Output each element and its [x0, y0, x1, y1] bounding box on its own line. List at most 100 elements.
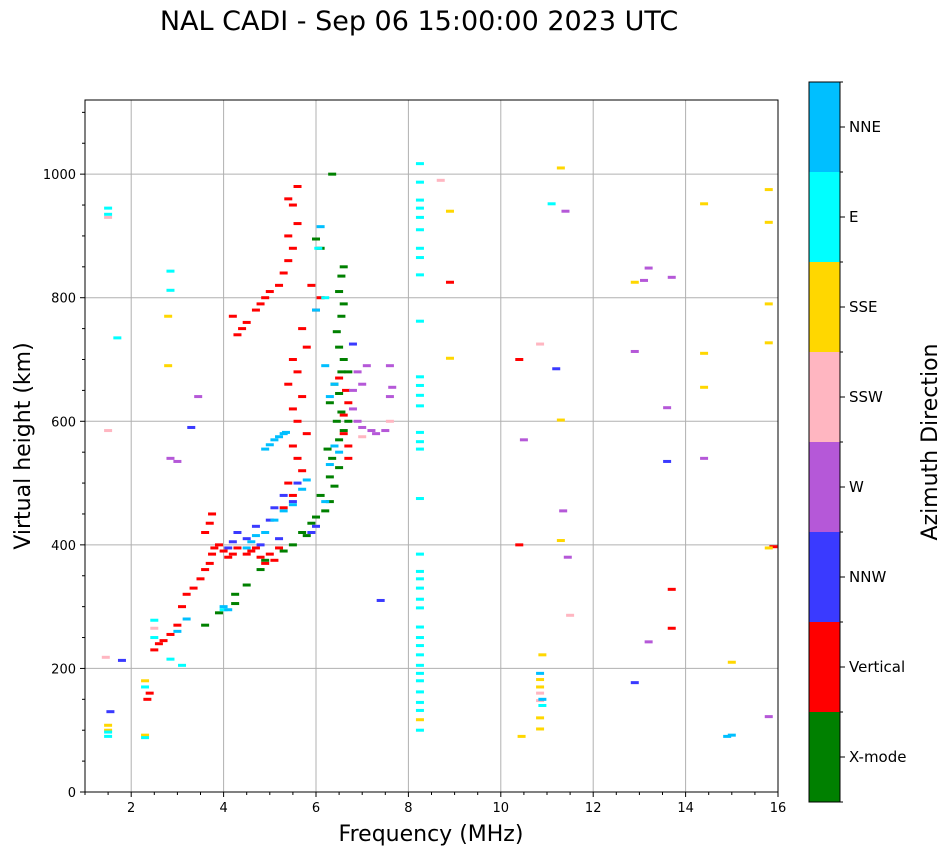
- data-point: [279, 549, 288, 553]
- data-point: [519, 438, 528, 442]
- data-point: [173, 623, 182, 627]
- data-point: [196, 577, 205, 581]
- data-point: [335, 376, 344, 380]
- y-tick-label: 800: [51, 292, 76, 307]
- data-point: [307, 531, 316, 534]
- data-point: [769, 545, 778, 549]
- data-point: [166, 288, 175, 292]
- data-point: [228, 314, 237, 318]
- data-point: [385, 364, 394, 368]
- data-point: [630, 280, 639, 284]
- data-point: [256, 543, 265, 547]
- data-point: [328, 172, 337, 176]
- data-point: [279, 271, 288, 275]
- data-point: [353, 370, 362, 374]
- data-point: [344, 444, 353, 448]
- data-point: [330, 444, 339, 448]
- data-point: [723, 734, 732, 738]
- data-point: [228, 540, 237, 544]
- data-point: [224, 546, 233, 550]
- data-point: [104, 734, 113, 738]
- data-point: [358, 425, 367, 429]
- colorbar-tick-label: W: [849, 478, 864, 496]
- data-point: [288, 358, 297, 361]
- data-point: [415, 383, 424, 387]
- data-point: [667, 587, 676, 591]
- data-point: [251, 524, 260, 528]
- data-point: [312, 515, 320, 519]
- data-point: [388, 385, 397, 389]
- data-point: [173, 459, 182, 463]
- colorbar-segment: [809, 82, 840, 172]
- data-point: [415, 246, 424, 250]
- y-tick-label: 1000: [43, 168, 76, 183]
- data-point: [261, 447, 270, 451]
- data-point: [201, 623, 210, 627]
- data-point: [328, 456, 337, 460]
- data-point: [415, 728, 424, 732]
- data-point: [339, 432, 348, 436]
- data-point: [182, 592, 191, 596]
- data-point: [228, 552, 237, 556]
- data-point: [644, 266, 653, 270]
- colorbar: X-mode Vertical NNW W SSW SSE E NNE: [808, 81, 906, 803]
- data-point: [536, 716, 545, 720]
- data-point: [325, 463, 334, 467]
- data-point: [415, 206, 424, 210]
- data-point: [293, 222, 302, 226]
- data-point: [344, 370, 353, 374]
- data-point: [339, 413, 348, 417]
- data-point: [208, 512, 217, 516]
- data-point: [335, 466, 344, 470]
- data-point: [113, 336, 122, 340]
- data-point: [325, 395, 334, 399]
- data-point: [242, 546, 251, 550]
- data-point: [293, 185, 302, 188]
- data-point: [547, 202, 556, 206]
- data-point: [415, 663, 424, 667]
- data-point: [205, 521, 214, 525]
- data-point: [231, 592, 240, 596]
- colorbar-tick-label: SSW: [849, 388, 883, 406]
- data-point: [312, 308, 320, 312]
- data-point: [242, 320, 251, 324]
- data-point: [104, 215, 113, 219]
- colorbar-segment: [809, 352, 840, 442]
- data-point: [436, 178, 445, 182]
- colorbar-tick-label: NNW: [849, 568, 886, 586]
- data-point: [231, 602, 240, 606]
- data-point: [173, 629, 182, 633]
- data-point: [256, 302, 265, 306]
- data-point: [630, 349, 639, 353]
- data-point: [275, 546, 284, 550]
- data-point: [727, 660, 736, 664]
- data-point: [214, 611, 223, 615]
- data-point: [700, 202, 709, 206]
- data-point: [538, 653, 547, 657]
- data-point: [141, 736, 150, 740]
- data-point: [302, 345, 311, 349]
- data-point: [104, 429, 113, 433]
- data-point: [182, 617, 191, 621]
- data-point: [224, 555, 233, 559]
- data-point: [339, 358, 348, 361]
- data-point: [312, 237, 320, 241]
- data-point: [335, 450, 344, 454]
- data-point: [556, 539, 565, 543]
- data-point: [353, 419, 362, 423]
- data-point: [385, 419, 394, 423]
- data-point: [279, 509, 288, 513]
- data-point: [325, 401, 334, 405]
- data-point: [270, 558, 279, 562]
- data-point: [335, 290, 344, 294]
- data-point: [279, 506, 288, 510]
- data-point: [265, 290, 274, 294]
- data-point: [335, 438, 344, 442]
- colorbar-tick-label: X-mode: [849, 748, 906, 766]
- plot-frame: [84, 99, 779, 793]
- data-point: [321, 296, 330, 300]
- data-point: [764, 715, 773, 719]
- data-point: [143, 697, 152, 701]
- data-point: [256, 568, 265, 572]
- data-point: [640, 278, 649, 282]
